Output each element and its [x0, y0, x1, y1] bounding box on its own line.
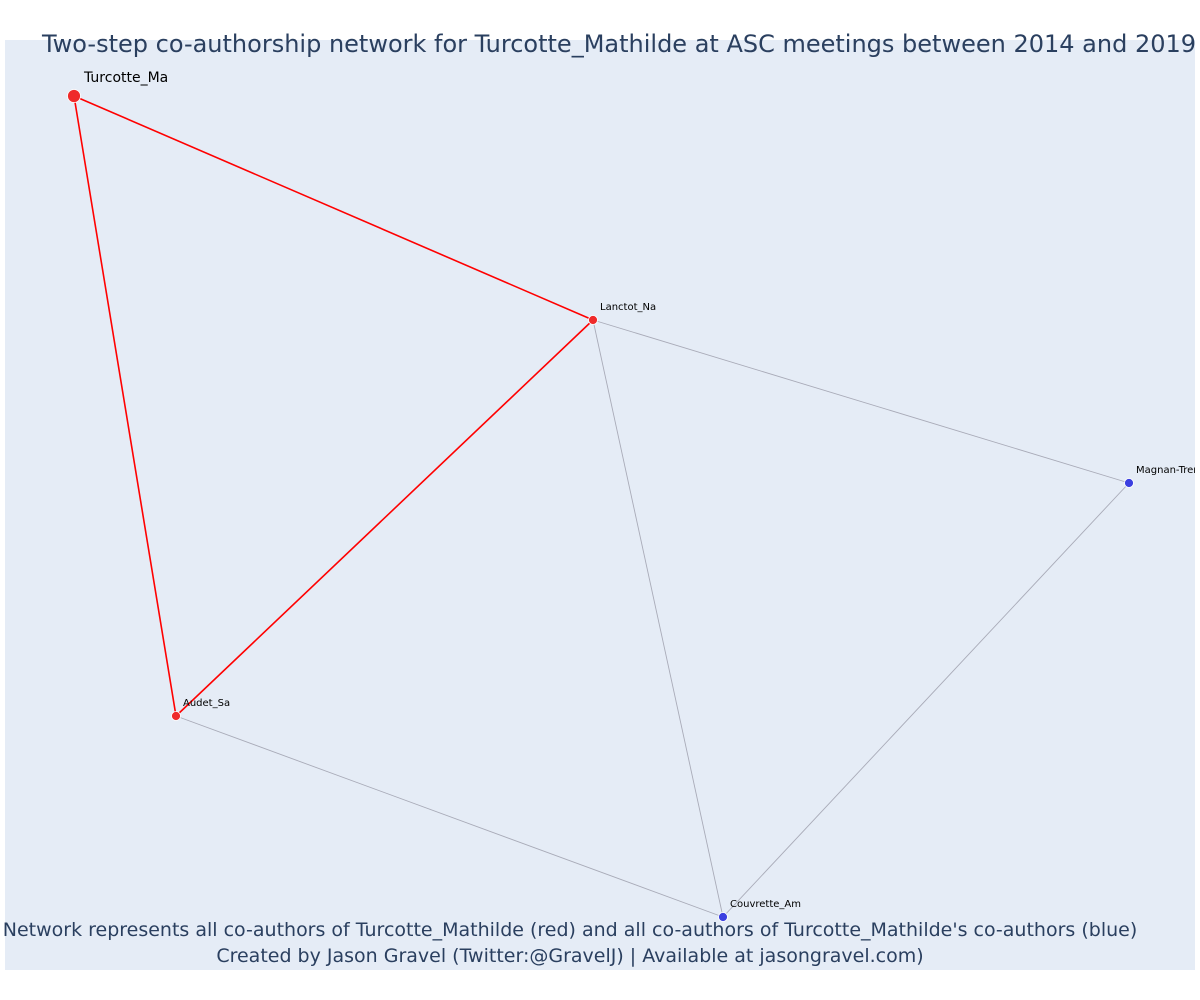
node-label-Audet_Sa: Audet_Sa [183, 698, 230, 709]
chart-title: Two-step co-authorship network for Turco… [41, 30, 1197, 58]
node-Couvrette_Am[interactable] [718, 912, 728, 922]
caption-credit: Created by Jason Gravel (Twitter:@Gravel… [216, 945, 924, 967]
edge-Turcotte_Ma-Audet_Sa [73, 95, 177, 717]
label-layer: Turcotte_Ma Lanctot_Na Audet_Sa Magnan-Trem… [83, 70, 1200, 910]
node-label-Lanctot_Na: Lanctot_Na [600, 302, 656, 313]
edge-Lanctot_Na-Magnan-Tremblay [592, 319, 1130, 484]
node-Turcotte_Ma[interactable] [67, 89, 81, 103]
node-Lanctot_Na[interactable] [588, 315, 598, 325]
edge-Lanctot_Na-Audet_Sa [175, 319, 594, 717]
node-layer [67, 89, 1134, 922]
plot-area [5, 40, 1195, 970]
node-label-Couvrette_Am: Couvrette_Am [730, 899, 801, 910]
edge-Magnan-Tremblay-Couvrette_Am [722, 482, 1130, 918]
edge-Lanctot_Na-Couvrette_Am [592, 319, 724, 918]
edge-layer [73, 95, 1130, 918]
edge-Turcotte_Ma-Lanctot_Na [73, 95, 594, 321]
node-Audet_Sa[interactable] [171, 711, 181, 721]
node-label-Turcotte_Ma: Turcotte_Ma [83, 70, 168, 86]
edge-Audet_Sa-Couvrette_Am [175, 715, 724, 918]
caption-description: Network represents all co-authors of Tur… [2, 919, 1138, 941]
node-label-Magnan-Tremblay: Magnan-Trem [1136, 465, 1200, 476]
node-Magnan-Tremblay[interactable] [1124, 478, 1134, 488]
